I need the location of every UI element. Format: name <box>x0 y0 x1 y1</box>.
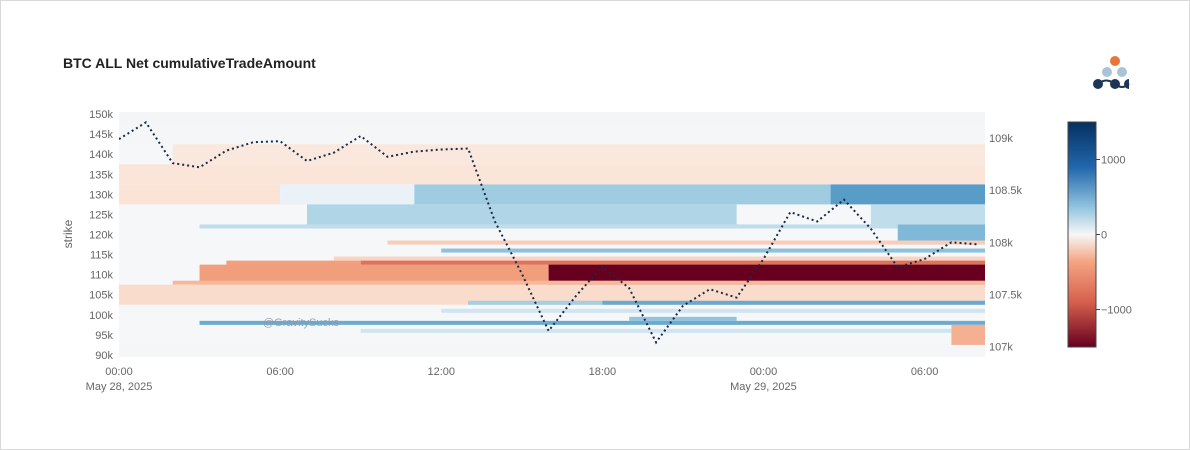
y-tick-label: 115k <box>90 250 114 262</box>
price-line <box>119 121 979 345</box>
y2-tick-label: 109k <box>989 133 1013 145</box>
heatmap-cell <box>360 260 985 265</box>
x-tick-label: 06:00 <box>266 366 294 378</box>
logo-mid-left-dot <box>1102 67 1112 77</box>
x-tick-label: 18:00 <box>589 366 617 378</box>
heatmap-cell <box>226 260 361 265</box>
x-tick-label: 00:00 <box>750 366 778 378</box>
heatmap-cell <box>199 320 985 325</box>
heatmap-cell <box>119 284 985 305</box>
colorbar-tick-label: 1000 <box>1101 155 1125 167</box>
y-tick-label: 110k <box>90 270 114 282</box>
y-axis: 150k 145k 140k 135k 130k 125k 120k 115k 110k 105k… <box>89 109 113 362</box>
heatmap-cell <box>119 184 281 205</box>
y-tick-label: 125k <box>89 209 113 221</box>
x-tick-date-label: May 28, 2025 <box>86 381 153 393</box>
y-tick-label: 135k <box>89 169 113 181</box>
heatmap-cell <box>414 184 831 205</box>
heatmap-cell <box>306 204 737 225</box>
heatmap-cell <box>360 328 985 333</box>
x-axis: 00:00 May 28, 2025 06:00 12:00 18:00 00:00 May… <box>86 366 939 393</box>
x-tick-date-label: May 29, 2025 <box>730 381 797 393</box>
heatmap-cell <box>441 248 985 253</box>
y-tick-label: 130k <box>89 189 113 201</box>
y-axis-title: strike <box>61 219 75 248</box>
logo-top-dot <box>1110 56 1120 66</box>
y-tick-label: 105k <box>89 290 113 302</box>
heatmap-cell <box>387 240 985 245</box>
chart-title: BTC ALL Net cumulativeTradeAmount <box>63 55 316 71</box>
heatmap-cell <box>333 256 985 261</box>
y-tick-label: 150k <box>89 109 113 121</box>
heatmap-cell <box>172 144 985 165</box>
price-line-layer <box>119 121 979 345</box>
heatmap-cell <box>119 344 985 357</box>
colorbar-axis: 1000 0 −1000 <box>1096 155 1132 317</box>
heatmap-cell <box>119 164 985 185</box>
y-tick-label: 100k <box>89 310 113 322</box>
logo-link <box>1097 79 1130 88</box>
y2-tick-label: 107k <box>989 342 1013 354</box>
colorbar-tick-label: −1000 <box>1101 305 1132 317</box>
heatmap-cell <box>548 264 985 285</box>
logo-mid-right-dot <box>1117 67 1127 77</box>
y-tick-label: 95k <box>95 330 113 342</box>
heatmap-cell <box>441 308 985 313</box>
heatmap-cell <box>629 316 737 321</box>
heatmap-cell <box>199 224 985 229</box>
x-tick-label: 06:00 <box>911 366 939 378</box>
y-tick-label: 140k <box>89 149 113 161</box>
heatmap-cell <box>119 124 985 145</box>
heatmap-cell <box>870 204 985 225</box>
colorbar-tick-label: 0 <box>1101 230 1107 242</box>
heatmap-cell <box>280 184 415 205</box>
heatmap-cells <box>119 112 985 357</box>
heatmap-cell <box>172 280 985 285</box>
y-tick-label: 120k <box>89 230 113 242</box>
y-tick-label: 90k <box>95 350 113 362</box>
heatmap-cell <box>897 224 985 245</box>
watermark-text: @GravitySucks <box>263 317 339 329</box>
y2-tick-label: 107.5k <box>989 289 1023 301</box>
heatmap-cell <box>119 112 985 125</box>
heatmap-cell <box>602 300 985 305</box>
heatmap-cell <box>199 264 549 285</box>
colorbar <box>1067 121 1097 348</box>
y-tick-label: 145k <box>89 129 113 141</box>
heatmap-cell <box>951 324 985 345</box>
y2-tick-label: 108.5k <box>989 185 1023 197</box>
x-tick-label: 00:00 <box>105 366 133 378</box>
y2-tick-label: 108k <box>989 237 1013 249</box>
heatmap-cell <box>830 184 985 205</box>
y2-axis: 109k 108.5k 108k 107.5k 107k <box>989 133 1023 354</box>
brand-logo-icon <box>1093 56 1130 89</box>
x-tick-label: 12:00 <box>427 366 455 378</box>
